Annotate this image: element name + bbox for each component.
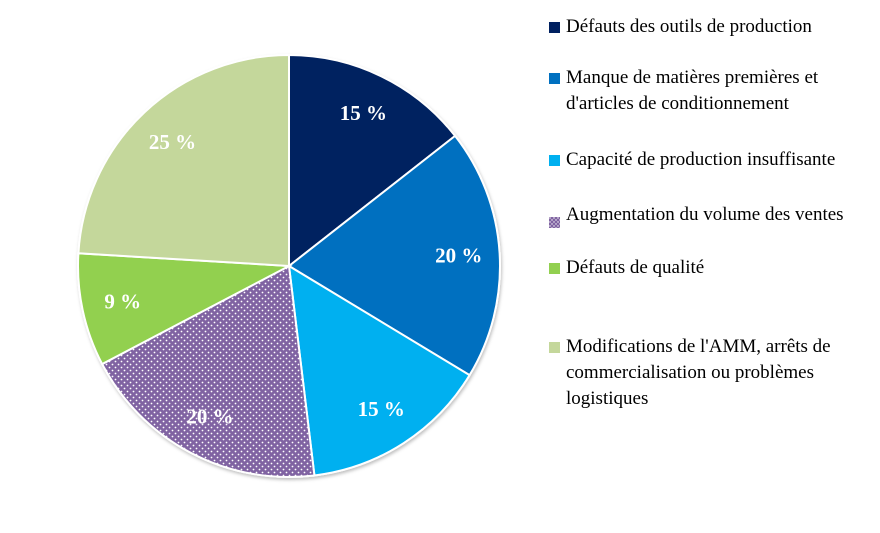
pie-slice-4 xyxy=(77,252,293,366)
legend-label: Défauts des outils de production xyxy=(566,16,812,37)
legend-swatch xyxy=(549,22,560,33)
data-label-5: 25 % xyxy=(149,130,196,154)
pie-slice-2 xyxy=(287,264,471,477)
data-label-4: 9 % xyxy=(104,290,141,314)
pie-slice-5 xyxy=(77,53,290,268)
legend-item-ventes: Augmentation du volume des ventes xyxy=(549,202,879,228)
pie-slice-1 xyxy=(287,134,501,377)
legend-label: Manque de matières premières et d'articl… xyxy=(566,67,819,114)
pie-slice-0 xyxy=(288,53,457,269)
legend-item-qualite: Défauts de qualité xyxy=(549,255,879,281)
legend-swatch xyxy=(549,342,560,353)
legend: Défauts des outils de production Manque … xyxy=(549,14,879,412)
pie-chart: 15 % 20 % 15 % 20 % 9 % 25 % xyxy=(77,53,501,478)
legend-swatch xyxy=(549,155,560,166)
legend-label: Augmentation du volume des ventes xyxy=(566,204,844,225)
legend-swatch xyxy=(549,263,560,274)
legend-label: Capacité de production insuffisante xyxy=(566,149,836,170)
data-label-1: 20 % xyxy=(435,244,482,268)
legend-swatch xyxy=(549,73,560,84)
data-label-3: 20 % xyxy=(186,405,233,429)
legend-item-amm: Modifications de l'AMM, arrêts de commer… xyxy=(549,334,879,412)
legend-item-outils: Défauts des outils de production xyxy=(549,14,879,40)
data-label-2: 15 % xyxy=(358,397,405,421)
legend-item-capacite: Capacité de production insuffisante xyxy=(549,147,879,173)
legend-label: Défauts de qualité xyxy=(566,257,705,278)
legend-item-matieres: Manque de matières premières et d'articl… xyxy=(549,65,879,117)
legend-swatch xyxy=(549,210,560,228)
pie-slice-3 xyxy=(100,264,316,478)
data-label-0: 15 % xyxy=(340,101,387,125)
legend-label: Modifications de l'AMM, arrêts de commer… xyxy=(566,336,831,409)
